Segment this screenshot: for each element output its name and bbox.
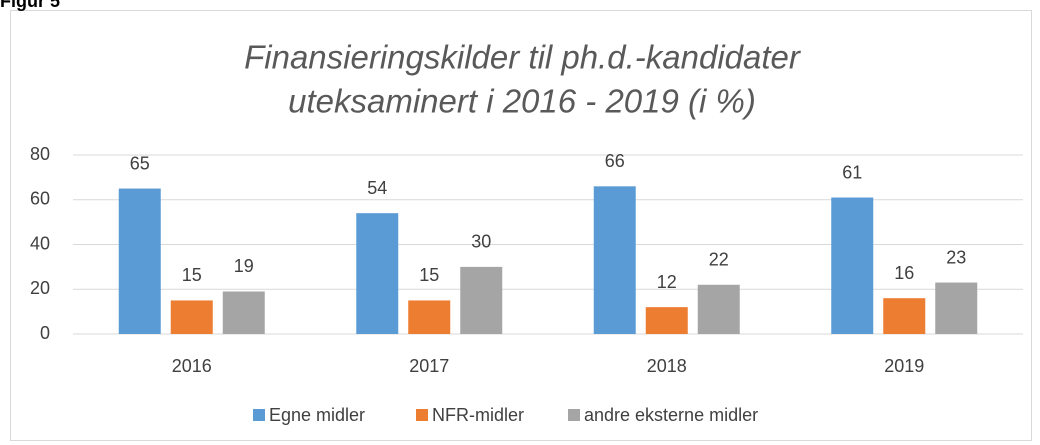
chart-title: Finansieringskilder til ph.d.-kandidater <box>244 39 802 76</box>
legend-swatch <box>416 409 428 421</box>
data-label: 66 <box>605 151 625 171</box>
y-tick-label: 60 <box>30 189 50 209</box>
bar <box>356 213 399 334</box>
data-label: 61 <box>842 162 862 182</box>
x-tick-label: 2018 <box>647 356 687 376</box>
data-label: 16 <box>894 263 914 283</box>
bar <box>118 188 161 334</box>
legend-swatch <box>568 409 580 421</box>
data-label: 19 <box>234 256 254 276</box>
bar <box>935 282 978 334</box>
x-tick-label: 2016 <box>172 356 212 376</box>
data-label: 23 <box>946 247 966 267</box>
bar <box>222 291 265 334</box>
data-label: 15 <box>419 265 439 285</box>
bar <box>460 266 503 334</box>
legend-label: andre eksterne midler <box>584 405 758 425</box>
bar <box>831 197 874 334</box>
y-tick-label: 0 <box>40 323 50 343</box>
y-tick-label: 20 <box>30 278 50 298</box>
data-label: 12 <box>657 272 677 292</box>
chart-title: uteksaminert i 2016 - 2019 (i %) <box>288 83 756 120</box>
x-tick-label: 2017 <box>409 356 449 376</box>
legend-label: Egne midler <box>269 405 365 425</box>
y-tick-label: 80 <box>30 144 50 164</box>
bar <box>593 186 636 334</box>
legend-swatch <box>253 409 265 421</box>
figure-label: Figur 5 <box>0 0 60 11</box>
bar <box>170 300 213 334</box>
bar <box>408 300 451 334</box>
bar <box>697 284 740 334</box>
y-tick-label: 40 <box>30 233 50 253</box>
x-tick-label: 2019 <box>884 356 924 376</box>
data-label: 30 <box>471 232 491 252</box>
legend-label: NFR-midler <box>432 405 524 425</box>
data-label: 54 <box>367 178 387 198</box>
data-label: 22 <box>709 250 729 270</box>
bar <box>883 298 926 334</box>
bar <box>645 307 688 334</box>
data-label: 65 <box>130 153 150 173</box>
data-label: 15 <box>182 265 202 285</box>
